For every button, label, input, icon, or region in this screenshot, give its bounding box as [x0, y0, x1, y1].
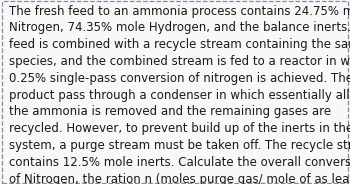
FancyBboxPatch shape: [2, 1, 348, 183]
Text: The fresh feed to an ammonia process contains 24.75% mole
Nitrogen, 74.35% mole : The fresh feed to an ammonia process con…: [9, 5, 350, 184]
